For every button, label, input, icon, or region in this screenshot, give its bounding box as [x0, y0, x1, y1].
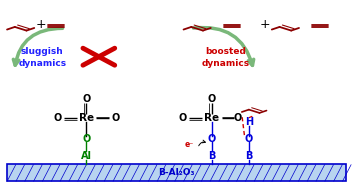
- Text: H: H: [245, 117, 253, 127]
- Text: O: O: [245, 134, 253, 144]
- Text: B: B: [208, 151, 215, 161]
- Text: O: O: [208, 94, 216, 104]
- Text: O: O: [208, 134, 216, 144]
- FancyArrowPatch shape: [13, 28, 62, 65]
- Text: O: O: [233, 113, 241, 123]
- Text: e⁻: e⁻: [184, 140, 193, 149]
- Text: dynamics: dynamics: [202, 59, 250, 68]
- Text: Re: Re: [204, 113, 219, 123]
- Text: +: +: [259, 18, 270, 31]
- Text: dynamics: dynamics: [18, 59, 66, 68]
- Text: O: O: [82, 134, 91, 144]
- Text: O: O: [179, 113, 187, 123]
- Text: boosted: boosted: [205, 46, 246, 56]
- Text: O: O: [111, 113, 120, 123]
- Bar: [7, 164, 346, 181]
- Text: Al: Al: [81, 151, 92, 161]
- FancyArrowPatch shape: [199, 140, 205, 146]
- Text: B-Al₂O₃: B-Al₂O₃: [158, 168, 195, 177]
- Text: O: O: [53, 113, 62, 123]
- Text: Re: Re: [79, 113, 94, 123]
- Text: sluggish: sluggish: [21, 46, 64, 56]
- Text: B: B: [245, 151, 252, 161]
- Text: O: O: [82, 94, 91, 104]
- FancyArrowPatch shape: [193, 27, 254, 65]
- Text: +: +: [35, 18, 46, 31]
